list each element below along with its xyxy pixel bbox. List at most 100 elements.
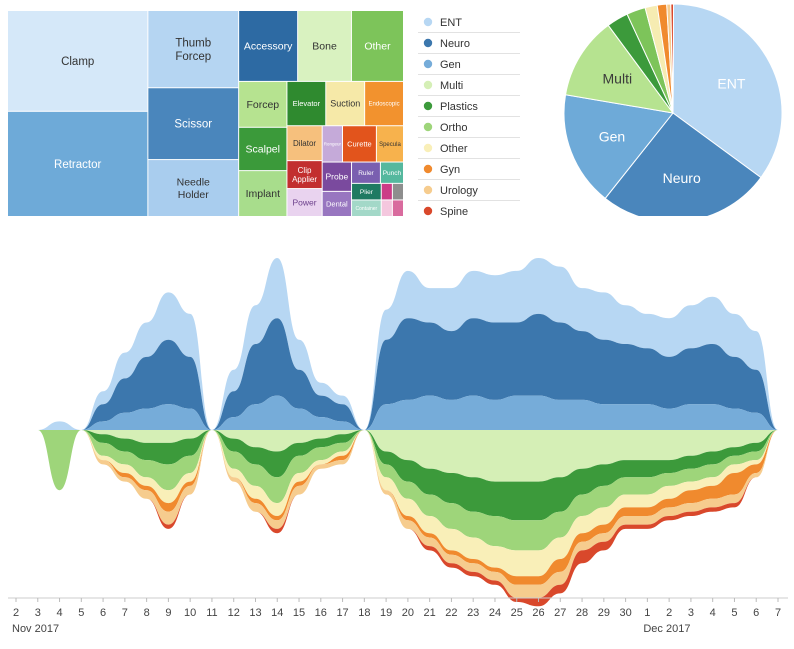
treemap-cell-retractor[interactable]: Retractor [8,111,148,216]
pie-slice-neuro[interactable] [604,112,762,216]
treemap-rect[interactable] [239,81,287,127]
x-tick-label: 7 [122,607,128,619]
treemap-cell-forcep[interactable]: Forcep [239,81,287,127]
pie-slice-multi[interactable] [564,24,675,114]
treemap-cell-cell[interactable] [392,200,403,216]
legend-item-gen[interactable]: Gen [423,59,461,71]
treemap-rect[interactable] [322,162,352,191]
legend-item-ent[interactable]: ENT [423,17,462,29]
treemap-label: Curette [347,140,372,149]
legend-item-multi[interactable]: Multi [423,80,463,92]
treemap-cell-implant[interactable]: Implant [239,171,287,216]
pie-chart: ENT Neuro Gen Multi [563,3,783,216]
legend-item-plastics[interactable]: Plastics [423,101,479,113]
treemap-cell-plier[interactable]: Plier [352,183,381,200]
treemap-label: Other [364,41,391,53]
stream-layer-gyn[interactable] [16,430,778,585]
treemap-rect[interactable] [8,11,148,111]
x-tick-label: 22 [445,607,457,619]
treemap-rect[interactable] [287,161,322,189]
treemap-cell-accessory[interactable]: Accessory [239,11,298,81]
treemap-rect[interactable] [380,162,403,183]
treemap-rect[interactable] [287,189,322,216]
pie-slice-ent[interactable] [672,3,783,179]
x-tick-label: 9 [165,607,171,619]
treemap-rect[interactable] [326,81,365,126]
treemap-cell-cell[interactable] [381,200,392,216]
stream-layer-ent[interactable] [16,258,778,430]
treemap-rect[interactable] [365,81,403,126]
treemap-cell-suction[interactable]: Suction [326,81,365,126]
x-tick-label: 14 [271,607,283,619]
legend-item-ortho[interactable]: Ortho [423,122,468,134]
treemap-rect[interactable] [239,127,287,171]
x-tick-label: 10 [184,607,196,619]
treemap-rect[interactable] [381,200,392,216]
treemap-label: Rongeur [324,141,342,146]
treemap-cell-clip-applier[interactable]: Clip Applier [287,161,322,189]
treemap-rect[interactable] [352,183,381,200]
treemap-cell-endoscopic[interactable]: Endoscopic [365,81,403,126]
treemap-cell-dental[interactable]: Dental [322,191,352,216]
treemap-cell-rongeur[interactable]: Rongeur [322,126,342,162]
treemap-rect[interactable] [239,171,287,216]
x-tick-label: 26 [532,607,544,619]
legend-label: ENT [440,17,462,29]
treemap-rect[interactable] [392,183,403,200]
treemap-cell-container[interactable]: Container [352,200,381,216]
treemap-cell-needle-holder[interactable]: Needle Holder [148,160,239,216]
treemap-cell-punch[interactable]: Punch [380,162,403,183]
treemap-rect[interactable] [287,81,326,126]
treemap-rect[interactable] [8,111,148,216]
stream-layer-urology[interactable] [16,430,778,598]
treemap-cell-other[interactable]: Other [351,11,403,81]
legend-item-urology[interactable]: Urology [423,185,479,197]
treemap-rect[interactable] [148,160,239,216]
treemap-cell-thumb-forcep[interactable]: Thumb Forcep [148,11,239,88]
treemap-cell-dilator[interactable]: Dilator [287,126,322,161]
treemap-rect[interactable] [239,11,298,81]
treemap-cell-curette[interactable]: Curette [342,126,376,162]
legend-label: Plastics [440,101,478,113]
treemap-rect[interactable] [352,162,380,183]
stream-layer-neuro[interactable] [16,313,778,430]
legend-item-neuro[interactable]: Neuro [423,38,470,50]
treemap-cell-cell[interactable] [392,183,403,200]
treemap-label: Scissor [174,119,212,131]
stream-layer-gen[interactable] [16,395,778,430]
legend-item-spine[interactable]: Spine [423,206,468,218]
treemap-rect[interactable] [342,126,376,162]
pie-slice-gen[interactable] [563,94,674,200]
x-tick-label: 12 [228,607,240,619]
pie-slice-spine[interactable] [670,3,675,114]
treemap-rect[interactable] [148,11,239,88]
treemap-rect[interactable] [352,200,381,216]
treemap-cell-specula[interactable]: Specula [376,126,403,162]
treemap-rect[interactable] [298,11,351,81]
treemap-cell-power[interactable]: Power [287,189,322,216]
legend-swatch [423,164,433,174]
treemap-rect[interactable] [148,88,239,160]
treemap-cell-ruler[interactable]: Ruler [352,162,380,183]
legend-item-gyn[interactable]: Gyn [423,164,460,176]
treemap-cell-probe[interactable]: Probe [322,162,352,191]
treemap-cell-bone[interactable]: Bone [298,11,351,81]
x-tick-label: 5 [78,607,84,619]
x-tick-label: 23 [467,607,479,619]
treemap-cell-cell[interactable] [381,183,392,200]
legend-item-other[interactable]: Other [423,143,468,155]
treemap-cell-scissor[interactable]: Scissor [148,88,239,160]
treemap-rect[interactable] [351,11,403,81]
treemap-rect[interactable] [322,191,352,216]
treemap-cell-scalpel[interactable]: Scalpel [239,127,287,171]
stream-layer-plastics[interactable] [16,430,778,521]
treemap-rect[interactable] [322,126,342,162]
treemap-rect[interactable] [381,183,392,200]
treemap-cell-clamp[interactable]: Clamp [8,11,148,111]
treemap-rect[interactable] [287,126,322,161]
x-tick-label: 28 [576,607,588,619]
x-tick-label: 3 [35,607,41,619]
treemap-cell-elevator[interactable]: Elevator [287,81,326,126]
treemap-rect[interactable] [392,200,403,216]
treemap-rect[interactable] [376,126,403,162]
